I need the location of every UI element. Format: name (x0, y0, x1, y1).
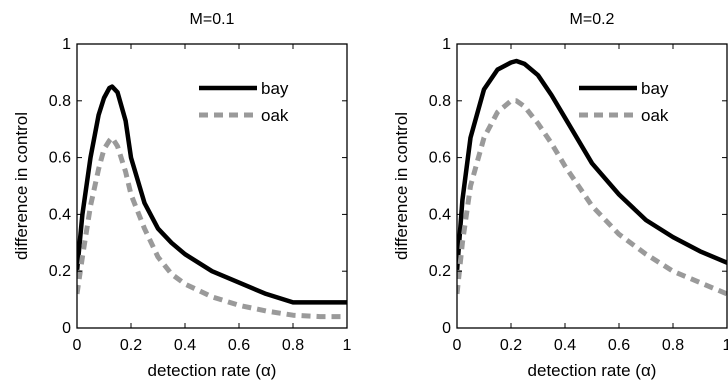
y-tick-label: 0.4 (429, 206, 451, 223)
x-tick-label: 0.8 (662, 337, 684, 354)
legend-label-bay: bay (641, 79, 669, 98)
x-tick-label: 0.2 (120, 337, 142, 354)
y-tick-label: 1 (62, 36, 71, 53)
legend-label-oak: oak (261, 106, 289, 125)
legend-label-oak: oak (641, 106, 669, 125)
y-tick-label: 0 (62, 320, 71, 337)
x-tick-label: 0.4 (554, 337, 576, 354)
y-axis-label: difference in control (12, 112, 31, 260)
legend-label-bay: bay (261, 79, 289, 98)
x-tick-label: 0.6 (608, 337, 630, 354)
chart-title: M=0.1 (190, 11, 235, 28)
series-line-bay (77, 84, 347, 305)
x-tick-label: 0 (453, 337, 462, 354)
chart-panel-1: 0 0.2 0.4 0.6 0.8 1 0 0.2 0.4 0.6 0.8 1 M=0.1 detecti… (12, 11, 352, 380)
chart-panel-2: 0 0.2 0.4 0.6 0.8 1 0 0.2 0.4 0.6 0.8 1 M=0.2 detecti… (392, 11, 728, 380)
x-axis-label: detection rate (α) (148, 361, 277, 380)
y-tick-label: 1 (442, 36, 451, 53)
axes-box (456, 43, 728, 329)
x-tick-label: 0 (73, 337, 82, 354)
y-tick-label: 0.4 (49, 206, 71, 223)
y-tick-label: 0.2 (49, 263, 71, 280)
chart-title: M=0.2 (570, 11, 615, 28)
x-tick-label: 1 (723, 337, 728, 354)
y-tick-label: 0.8 (49, 93, 71, 110)
legend: bay oak (199, 79, 289, 125)
series-line-oak (457, 98, 727, 297)
x-tick-label: 1 (343, 337, 352, 354)
x-tick-label: 0.4 (174, 337, 196, 354)
y-tick-label: 0.6 (429, 150, 451, 167)
y-axis-label: difference in control (392, 112, 411, 260)
x-tick-label: 0.2 (500, 337, 522, 354)
x-tick-label: 0.8 (282, 337, 304, 354)
x-tick-label: 0.6 (228, 337, 250, 354)
series-line-oak (77, 135, 347, 320)
y-tick-label: 0 (442, 320, 451, 337)
axes-box (76, 43, 348, 329)
y-tick-label: 0.2 (429, 263, 451, 280)
x-axis-label: detection rate (α) (528, 361, 657, 380)
y-tick-label: 0.8 (429, 93, 451, 110)
series-line-bay (457, 58, 727, 274)
legend: bay oak (579, 79, 669, 125)
y-tick-label: 0.6 (49, 150, 71, 167)
